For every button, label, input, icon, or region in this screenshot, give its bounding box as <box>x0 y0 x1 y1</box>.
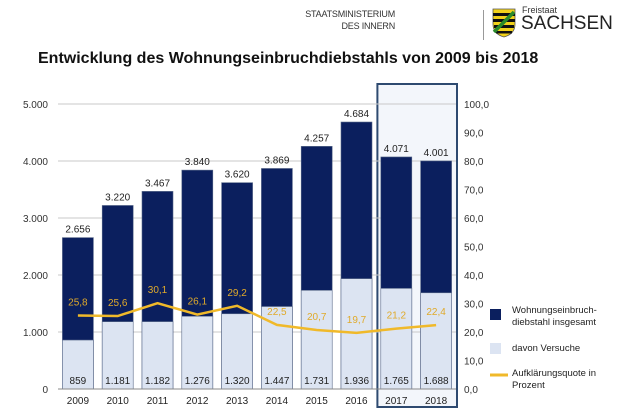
bar-attempts <box>380 288 413 390</box>
saxony-coat-of-arms-icon <box>492 8 516 38</box>
label-rate: 20,7 <box>307 312 327 323</box>
y2-tick-label: 30,0 <box>464 300 484 311</box>
ministry-name: STAATSMINISTERIUM DES INNERN <box>305 8 395 32</box>
x-tick-label: 2015 <box>306 396 329 407</box>
label-attempts: 1.447 <box>264 376 289 387</box>
x-tick-label: 2016 <box>345 396 368 407</box>
label-attempts: 1.731 <box>304 376 329 387</box>
label-rate: 25,8 <box>68 297 88 308</box>
y2-tick-label: 80,0 <box>464 157 484 168</box>
label-total: 3.220 <box>105 192 130 203</box>
x-tick-label: 2014 <box>266 396 289 407</box>
label-total: 3.620 <box>225 170 250 181</box>
x-tick-label: 2018 <box>425 396 448 407</box>
y2-tick-label: 90,0 <box>464 129 484 140</box>
legend-rate-line1: Aufklärungsquote in <box>512 368 596 379</box>
ministry-line1: STAATSMINISTERIUM <box>305 9 395 19</box>
y-tick-label: 5.000 <box>23 100 48 111</box>
legend-swatch-attempts <box>490 343 501 354</box>
legend-swatches <box>490 309 508 377</box>
label-rate: 19,7 <box>347 315 367 326</box>
y-tick-label: 3.000 <box>23 214 48 225</box>
legend-total-line2: diebstahl insgesamt <box>512 317 596 328</box>
label-rate: 22,4 <box>426 307 446 318</box>
y2-tick-label: 100,0 <box>464 100 489 111</box>
label-rate: 22,5 <box>267 307 287 318</box>
y2-tick-label: 50,0 <box>464 243 484 254</box>
label-attempts: 1.320 <box>225 376 250 387</box>
header-divider <box>483 10 484 40</box>
legend-total-line1: Wohnungseinbruch- <box>512 305 597 316</box>
y-tick-label: 4.000 <box>23 157 48 168</box>
bar-attempts <box>101 321 134 390</box>
legend-attempts: davon Versuche <box>512 343 581 354</box>
chart-title: Entwicklung des Wohnungseinbruchdiebstah… <box>38 50 539 67</box>
label-rate: 25,6 <box>108 298 128 309</box>
label-attempts: 1.182 <box>145 376 170 387</box>
y-tick-label: 1.000 <box>23 328 48 339</box>
y2-tick-label: 40,0 <box>464 271 484 282</box>
legend-total: Wohnungseinbruch-diebstahl insgesamt <box>512 305 597 329</box>
bar-attempts <box>62 339 94 390</box>
y2-tick-label: 60,0 <box>464 214 484 225</box>
ministry-line2: DES INNERN <box>341 21 395 31</box>
label-total: 2.656 <box>65 225 90 236</box>
legend-rate-line2: Prozent <box>512 380 545 391</box>
bar-attempts <box>300 290 333 390</box>
y-tick-label: 0 <box>42 385 48 396</box>
bar-attempts <box>221 313 253 390</box>
y-tick-label: 2.000 <box>23 271 48 282</box>
bar-attempts <box>420 292 452 390</box>
label-total: 3.840 <box>185 157 210 168</box>
label-rate: 30,1 <box>148 285 168 296</box>
bar-attempts <box>181 315 214 390</box>
label-rate: 29,2 <box>227 288 247 299</box>
label-total: 4.071 <box>384 144 409 155</box>
x-tick-label: 2013 <box>226 396 249 407</box>
label-attempts: 1.276 <box>185 376 210 387</box>
label-total: 3.869 <box>264 155 289 166</box>
legend-rate: Aufklärungsquote in Prozent <box>512 368 596 392</box>
x-tick-label: 2017 <box>385 396 408 407</box>
label-attempts: 859 <box>70 376 87 387</box>
logo-sachsen: SACHSEN <box>521 13 613 34</box>
label-attempts: 1.688 <box>424 376 449 387</box>
label-rate: 26,1 <box>188 297 208 308</box>
label-total: 4.257 <box>304 133 329 144</box>
bar-attempts <box>141 321 174 390</box>
label-attempts: 1.181 <box>105 376 130 387</box>
legend-swatch-total <box>490 309 501 320</box>
label-attempts: 1.765 <box>384 376 409 387</box>
y2-tick-label: 0,0 <box>464 385 478 396</box>
rate-line <box>77 301 437 335</box>
logo-freistaat: Freistaat <box>522 5 558 15</box>
label-total: 4.684 <box>344 109 369 120</box>
label-total: 3.467 <box>145 178 170 189</box>
x-tick-label: 2012 <box>186 396 209 407</box>
label-total: 4.001 <box>424 148 449 159</box>
x-tick-label: 2010 <box>107 396 130 407</box>
x-tick-label: 2009 <box>67 396 90 407</box>
label-attempts: 1.936 <box>344 376 369 387</box>
y2-tick-label: 70,0 <box>464 186 484 197</box>
x-tick-label: 2011 <box>147 396 169 407</box>
y2-tick-label: 20,0 <box>464 328 484 339</box>
y2-tick-label: 10,0 <box>464 357 484 368</box>
label-rate: 21,2 <box>387 311 407 322</box>
